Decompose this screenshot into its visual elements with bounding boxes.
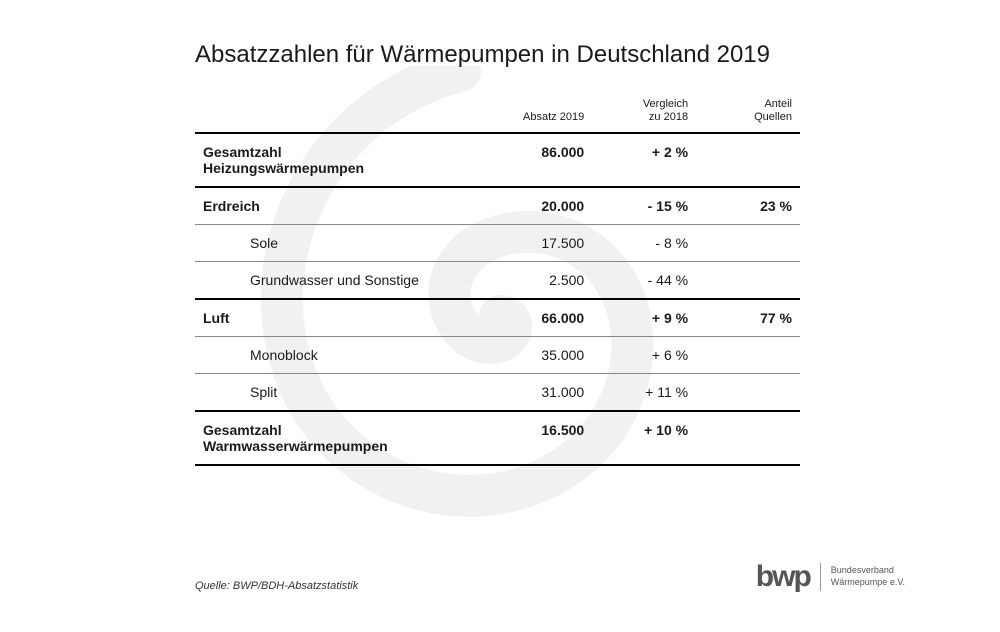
logo-divider [820, 563, 821, 591]
table-row: Gesamtzahl Warmwasserwärmepumpen16.500+ … [195, 411, 800, 465]
row-vergleich: - 8 % [592, 225, 696, 262]
logo-subtitle: BundesverbandWärmepumpe e.V. [831, 565, 905, 588]
row-vergleich: + 2 % [592, 133, 696, 187]
row-vergleich: + 10 % [592, 411, 696, 465]
row-anteil [696, 133, 800, 187]
row-vergleich: - 44 % [592, 262, 696, 300]
header-label [195, 92, 488, 133]
logo-main: bwp [756, 562, 810, 592]
table-row: Gesamtzahl Heizungswärmepumpen86.000+ 2 … [195, 133, 800, 187]
row-anteil [696, 337, 800, 374]
row-label: Gesamtzahl Warmwasserwärmepumpen [195, 411, 488, 465]
row-label: Sole [195, 225, 488, 262]
row-absatz: 66.000 [488, 299, 592, 337]
row-label: Erdreich [195, 187, 488, 225]
row-absatz: 35.000 [488, 337, 592, 374]
table-row: Luft66.000+ 9 %77 % [195, 299, 800, 337]
row-label: Grundwasser und Sonstige [195, 262, 488, 300]
row-absatz: 31.000 [488, 374, 592, 412]
row-anteil [696, 411, 800, 465]
row-label: Luft [195, 299, 488, 337]
row-absatz: 16.500 [488, 411, 592, 465]
bwp-logo: bwp BundesverbandWärmepumpe e.V. [756, 562, 905, 592]
header-anteil: Anteil Quellen [696, 92, 800, 133]
table-row: Monoblock35.000+ 6 % [195, 337, 800, 374]
row-label: Gesamtzahl Heizungswärmepumpen [195, 133, 488, 187]
row-vergleich: + 6 % [592, 337, 696, 374]
table-row: Sole17.500- 8 % [195, 225, 800, 262]
row-label: Monoblock [195, 337, 488, 374]
row-label: Split [195, 374, 488, 412]
row-absatz: 86.000 [488, 133, 592, 187]
table-row: Split31.000+ 11 % [195, 374, 800, 412]
row-absatz: 2.500 [488, 262, 592, 300]
table-row: Grundwasser und Sonstige2.500- 44 % [195, 262, 800, 300]
row-anteil: 77 % [696, 299, 800, 337]
table-row: Erdreich20.000- 15 %23 % [195, 187, 800, 225]
row-vergleich: - 15 % [592, 187, 696, 225]
sales-table: Absatz 2019 Vergleich zu 2018 Anteil Que… [195, 92, 800, 466]
page-title: Absatzzahlen für Wärmepumpen in Deutschl… [195, 40, 800, 70]
row-anteil: 23 % [696, 187, 800, 225]
row-absatz: 17.500 [488, 225, 592, 262]
header-absatz: Absatz 2019 [488, 92, 592, 133]
row-anteil [696, 262, 800, 300]
row-vergleich: + 11 % [592, 374, 696, 412]
row-anteil [696, 374, 800, 412]
header-vergleich: Vergleich zu 2018 [592, 92, 696, 133]
source-text: Quelle: BWP/BDH-Absatzstatistik [195, 580, 358, 592]
row-vergleich: + 9 % [592, 299, 696, 337]
row-anteil [696, 225, 800, 262]
row-absatz: 20.000 [488, 187, 592, 225]
